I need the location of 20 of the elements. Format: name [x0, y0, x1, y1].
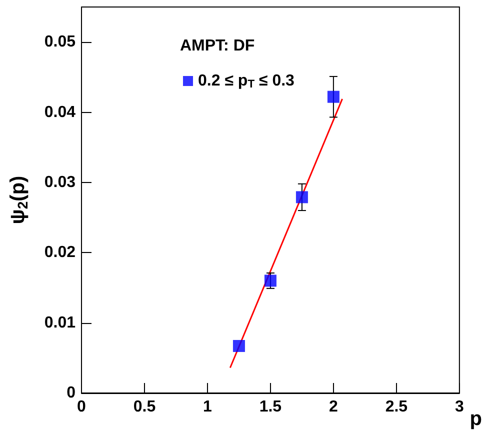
y-axis-title: ψ2(p)	[7, 176, 30, 224]
x-tick-label: 3	[454, 398, 464, 416]
point	[264, 274, 276, 287]
y-tick-label: 0.05	[44, 34, 76, 51]
x-tick-label: 0	[77, 398, 86, 416]
x-tick-label: 1	[203, 398, 212, 416]
x-tick-label: 2.5	[385, 398, 408, 416]
x-tick-label: 1.5	[259, 398, 282, 416]
x-tick-label: 0.5	[133, 398, 156, 416]
point	[296, 191, 308, 204]
x-tick-label: 2	[329, 398, 338, 416]
point	[327, 90, 340, 103]
x-axis-title: p	[470, 408, 482, 430]
annotation: AMPT: DF	[180, 38, 255, 54]
point	[232, 340, 245, 352]
y-tick-label: 0.01	[44, 314, 76, 332]
y-tick-label: 0.04	[44, 104, 76, 121]
y-tick-label: 0.03	[44, 174, 76, 191]
y-tick-label: 0	[66, 384, 76, 402]
y-tick-label: 0.02	[44, 244, 76, 262]
